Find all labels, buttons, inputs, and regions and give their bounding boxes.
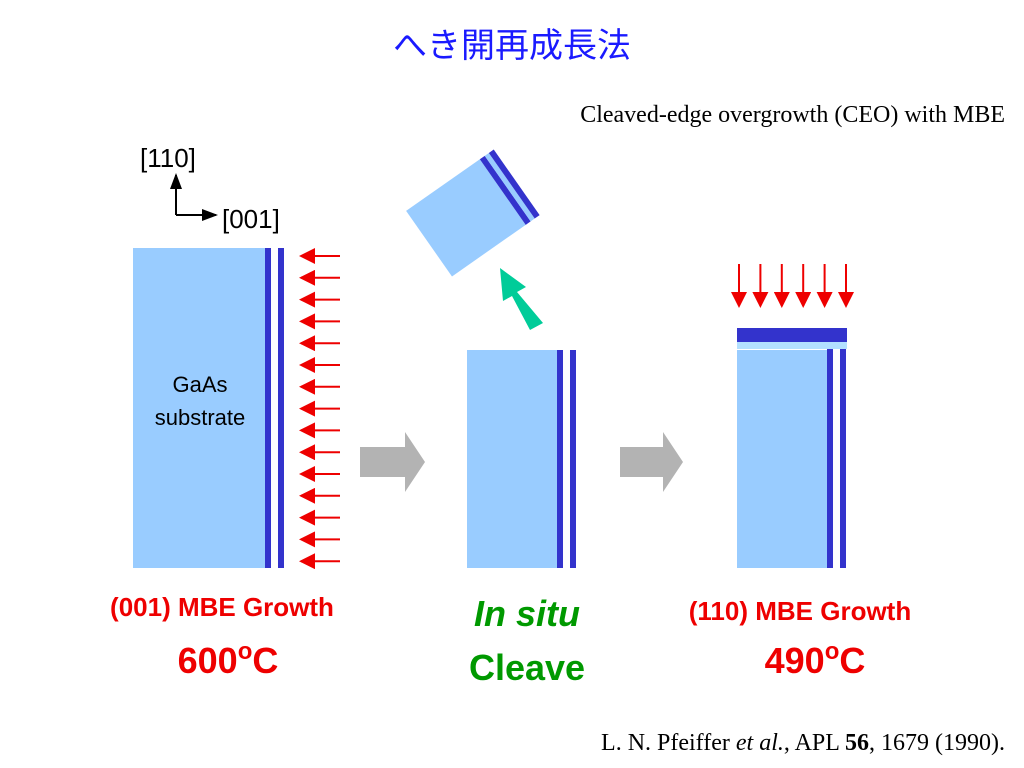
process-arrow	[360, 432, 425, 492]
temp-sup: o	[825, 638, 840, 665]
temp-value: 490	[765, 640, 825, 681]
temperature: 490oC	[765, 638, 866, 681]
cleave-arrow	[500, 268, 543, 330]
layer	[737, 328, 847, 342]
layer	[557, 350, 563, 568]
axis-label: [110]	[140, 143, 196, 173]
process-arrow	[620, 432, 683, 492]
layer	[737, 342, 847, 349]
axis-label: [001]	[222, 204, 280, 234]
citation-etal: et al.	[736, 730, 784, 756]
layer	[570, 350, 576, 568]
block	[737, 350, 827, 568]
temp-unit: C	[252, 640, 278, 681]
layer	[278, 248, 284, 568]
substrate-label: GaAs	[172, 372, 227, 397]
title: へき開再成長法	[393, 27, 631, 65]
subtitle: Cleaved-edge overgrowth (CEO) with MBE	[580, 102, 1005, 128]
layer	[840, 342, 846, 568]
citation-journal: , APL	[784, 730, 845, 756]
step-label: (001) MBE Growth	[110, 592, 334, 622]
step-label: In situ	[474, 593, 580, 634]
layer	[265, 248, 271, 568]
temp-value: 600	[178, 640, 238, 681]
temperature: 600oC	[178, 638, 279, 681]
temp-sup: o	[238, 638, 253, 665]
citation-rest: , 1679 (1990).	[869, 730, 1005, 756]
citation-volume: 56	[845, 730, 869, 756]
beam-arrows	[299, 248, 340, 570]
beam-arrows	[731, 264, 854, 308]
citation: L. N. Pfeiffer et al., APL 56, 1679 (199…	[601, 730, 1005, 756]
layer	[827, 342, 833, 568]
step-label: (110) MBE Growth	[689, 596, 911, 626]
substrate-label: substrate	[155, 405, 246, 430]
substrate	[133, 248, 265, 568]
step-label: Cleave	[469, 647, 585, 688]
cleaved-piece	[406, 149, 540, 277]
cleaved-block	[467, 350, 557, 568]
citation-authors: L. N. Pfeiffer	[601, 730, 736, 756]
temp-unit: C	[839, 640, 865, 681]
